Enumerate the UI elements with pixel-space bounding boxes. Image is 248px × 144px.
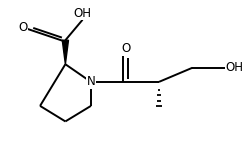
Text: O: O — [18, 21, 28, 34]
Text: OH: OH — [74, 7, 92, 20]
Text: N: N — [87, 75, 95, 88]
Text: OH: OH — [226, 61, 244, 74]
Polygon shape — [62, 40, 68, 64]
Text: O: O — [121, 42, 130, 55]
